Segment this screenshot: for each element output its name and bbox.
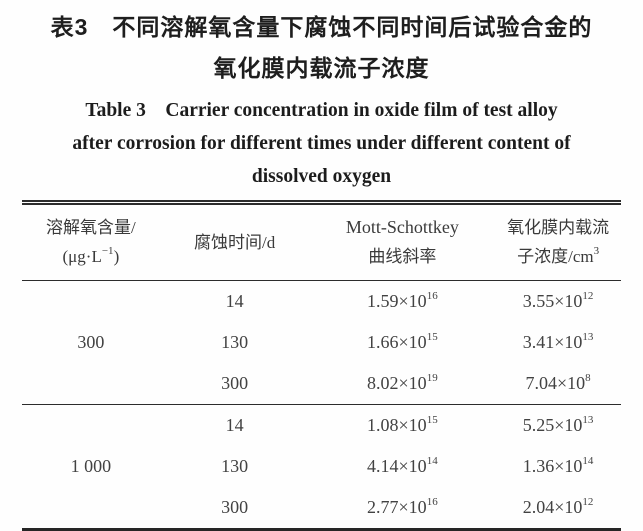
cell-slope: 4.14×1014 [367,455,438,477]
cell-time: 300 [221,497,249,517]
oxygen-header-label: 溶解氧含量/ [46,218,136,237]
cell-concentration: 7.04×108 [495,363,621,405]
cell-concentration: 5.25×1013 [522,414,594,436]
cell-time: 300 [159,363,310,405]
caption-zh-line1: 表3 不同溶解氧含量下腐蚀不同时间后试验合金的 [50,14,593,40]
cell-slope: 2.77×1016 [367,496,438,518]
caption-en-line3: dissolved oxygen [251,166,392,187]
table-row: 300 8.02×1019 7.04×108 [22,363,621,405]
cell-time: 14 [225,291,244,311]
cell-slope: 1.66×1015 [367,331,438,353]
table-row: 300 2.77×1016 2.04×1012 [22,487,621,530]
column-header-corrosion-time: 腐蚀时间/d [159,202,310,281]
table-caption-zh: 表3 不同溶解氧含量下腐蚀不同时间后试验合金的 氧化膜内载流子浓度 [0,7,643,89]
cell-slope: 1.59×1016 [367,290,438,312]
caption-zh-line2: 氧化膜内载流子浓度 [213,55,430,81]
conc-header-line1: 氧化膜内载流 [507,218,610,237]
time-header-label: 腐蚀时间/d [194,232,276,252]
cell-concentration: 3.55×1012 [522,290,594,312]
cell-slope: 8.02×1019 [309,363,496,405]
column-header-carrier-concentration: 氧化膜内载流 子浓度/cm3 [495,202,621,281]
table-caption-en: Table 3 Carrier concentration in oxide f… [0,94,643,193]
table-row: 300 14 1.59×1016 3.55×1012 [22,280,621,405]
column-header-dissolved-oxygen: 溶解氧含量/ (μg·L−1) [22,202,160,281]
table-row: 1 000 14 1.08×1015 5.25×1013 [22,405,621,477]
cell-time: 130 [221,456,249,476]
cell-concentration: 3.41×1013 [522,331,594,353]
table-row: 130 1.66×1015 3.41×1013 [22,322,621,363]
oxygen-group-300: 300 [22,280,160,405]
header-row: 溶解氧含量/ (μg·L−1) 腐蚀时间/d Mott-Schottkey 曲线… [22,202,621,281]
slope-header-line1: Mott-Schottkey [345,217,459,237]
caption-en-line1: Table 3 Carrier concentration in oxide f… [85,100,558,121]
carrier-concentration-table: 溶解氧含量/ (μg·L−1) 腐蚀时间/d Mott-Schottkey 曲线… [22,200,621,531]
oxygen-header-unit: (μg·L−1) [62,245,120,266]
column-header-mott-schottky-slope: Mott-Schottkey 曲线斜率 [309,202,496,281]
slope-header-line2: 曲线斜率 [368,247,437,266]
cell-time: 14 [225,415,244,435]
cell-time: 130 [221,332,249,352]
cell-concentration: 2.04×1012 [522,496,594,518]
table-row: 130 4.14×1014 1.36×1014 [22,446,621,487]
caption-en-line2: after corrosion for different times unde… [72,133,571,154]
conc-header-unit: 子浓度/cm3 [517,245,600,266]
cell-concentration: 1.36×1014 [522,455,594,477]
oxygen-group-1000: 1 000 [70,456,112,476]
cell-slope: 1.08×1015 [367,414,438,436]
